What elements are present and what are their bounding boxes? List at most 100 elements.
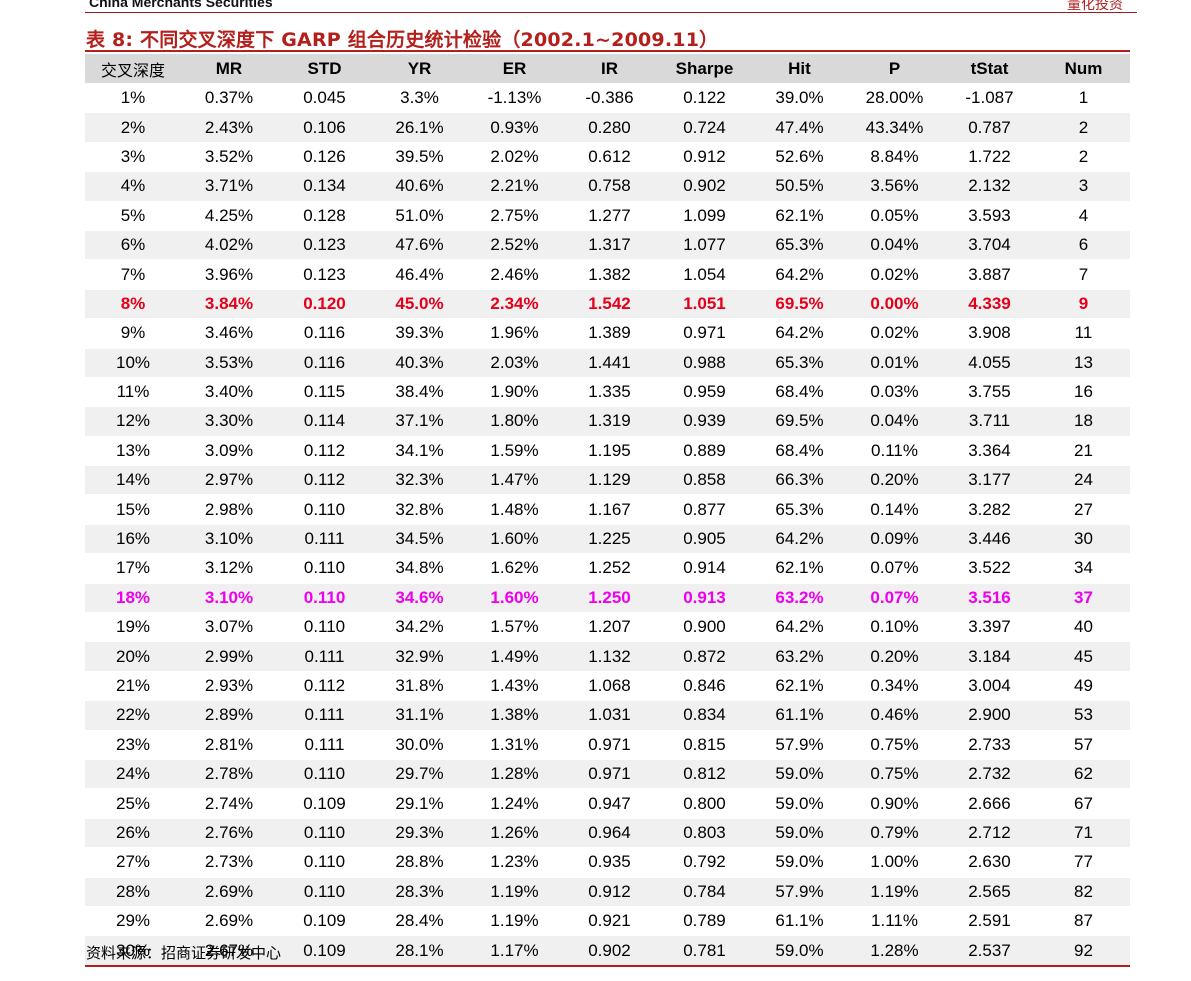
table-cell: 1.542 (562, 288, 657, 319)
table-cell: 28.3% (372, 876, 467, 907)
table-cell: 16% (85, 523, 181, 554)
table-cell: 43.34% (847, 112, 942, 143)
table-cell: 0.889 (657, 435, 752, 466)
table-cell: 0.111 (277, 523, 372, 554)
table-cell: 1.317 (562, 229, 657, 260)
table-cell: 45.0% (372, 288, 467, 319)
table-cell: 0.10% (847, 612, 942, 642)
table-cell: 14% (85, 465, 181, 495)
table-cell: 13 (1037, 347, 1130, 378)
table-cell: 71 (1037, 817, 1130, 848)
table-cell: 11 (1037, 318, 1130, 349)
table-cell: 2.43% (181, 112, 277, 143)
table-cell: 40.3% (372, 347, 467, 378)
table-cell: 2.89% (181, 700, 277, 731)
table-cell: 1.167 (562, 494, 657, 525)
table-cell: 2 (1037, 112, 1130, 143)
table-cell: 57.9% (752, 876, 847, 907)
table-row: 29% 2.69% 0.109 28.4% 1.19% 0.921 0.789 61.1% 1.… (85, 905, 1130, 936)
table-cell: 1.250 (562, 582, 657, 613)
table-cell: 4.339 (942, 288, 1037, 319)
table-row: 6% 4.02% 0.123 47.6% 2.52% 1.317 1.077 65.3% 0.0… (85, 229, 1130, 260)
table-row: 8% 3.84% 0.120 45.0% 2.34% 1.542 1.051 69.5% 0.0… (85, 288, 1130, 319)
table-cell: 8.84% (847, 141, 942, 172)
table-row: 13% 3.09% 0.112 34.1% 1.59% 1.195 0.889 68.4% 0.… (85, 435, 1130, 466)
table-cell: 64.2% (752, 259, 847, 290)
table-cell: 53 (1037, 700, 1130, 731)
table-cell: 1.319 (562, 406, 657, 437)
table-cell: 28% (85, 876, 181, 907)
table-cell: 5% (85, 200, 181, 231)
table-cell: 61.1% (752, 700, 847, 731)
table-row: 30% 2.67% 0.109 28.1% 1.17% 0.902 0.781 59.0% 1.… (85, 935, 1130, 966)
table-cell: 2.98% (181, 494, 277, 525)
table-row: 27% 2.73% 0.110 28.8% 1.23% 0.935 0.792 59.0% 1.… (85, 847, 1130, 878)
table-cell: 2.34% (467, 288, 562, 319)
table-cell: 21% (85, 670, 181, 701)
table-cell: 1.068 (562, 670, 657, 701)
table-cell: 2.630 (942, 847, 1037, 878)
table-cell: 1.129 (562, 465, 657, 495)
table-cell: 2.67% (181, 935, 277, 966)
table-cell: 37.1% (372, 406, 467, 437)
table-cell: 0.75% (847, 729, 942, 760)
table-cell: 0.112 (277, 465, 372, 495)
table-cell: 24 (1037, 465, 1130, 495)
table-cell: 57.9% (752, 729, 847, 760)
table-cell: 3.711 (942, 406, 1037, 437)
table-cell: 2.52% (467, 229, 562, 260)
table-cell: 34.1% (372, 435, 467, 466)
table-cell: 0.114 (277, 406, 372, 437)
company-name: China Merchants Securities (89, 0, 273, 10)
table-cell: 52.6% (752, 141, 847, 172)
table-cell: 11% (85, 376, 181, 407)
table-cell: 32.9% (372, 641, 467, 672)
table-cell: 3.446 (942, 523, 1037, 554)
column-header: tStat (942, 54, 1037, 84)
table-cell: 0.109 (277, 905, 372, 936)
table-row: 23% 2.81% 0.111 30.0% 1.31% 0.971 0.815 57.9% 0.… (85, 729, 1130, 760)
table-cell: 37 (1037, 582, 1130, 613)
table-cell: 0.971 (562, 729, 657, 760)
table-cell: 1.099 (657, 200, 752, 231)
table-cell: 1.43% (467, 670, 562, 701)
column-header: 交叉深度 (85, 54, 181, 84)
table-row: 18% 3.10% 0.110 34.6% 1.60% 1.250 0.913 63.2% 0.… (85, 582, 1130, 613)
table-cell: 0.93% (467, 112, 562, 143)
table-cell: 3 (1037, 171, 1130, 202)
table-cell: 40 (1037, 612, 1130, 642)
table-cell: 0.115 (277, 376, 372, 407)
table-row: 3% 3.52% 0.126 39.5% 2.02% 0.612 0.912 52.6% 8.8… (85, 141, 1130, 172)
table-cell: 7% (85, 259, 181, 290)
table-cell: 65.3% (752, 494, 847, 525)
table-cell: 0.872 (657, 641, 752, 672)
table-cell: 0.111 (277, 729, 372, 760)
table-cell: 38.4% (372, 376, 467, 407)
table-cell: 0.110 (277, 612, 372, 642)
table-cell: 1 (1037, 82, 1130, 113)
table-cell: 0.792 (657, 847, 752, 878)
table-cell: 0.902 (562, 935, 657, 966)
table-cell: 21 (1037, 435, 1130, 466)
table-cell: 64.2% (752, 612, 847, 642)
column-header: Sharpe (657, 54, 752, 84)
column-header: Num (1037, 54, 1130, 84)
table-row: 14% 2.97% 0.112 32.3% 1.47% 1.129 0.858 66.3% 0.… (85, 465, 1130, 495)
table-cell: 1% (85, 82, 181, 113)
table-cell: 29% (85, 905, 181, 936)
table-cell: 3.84% (181, 288, 277, 319)
table-cell: 2.78% (181, 758, 277, 789)
table-cell: 26.1% (372, 112, 467, 143)
table-cell: 61.1% (752, 905, 847, 936)
table-row: 19% 3.07% 0.110 34.2% 1.57% 1.207 0.900 64.2% 0.… (85, 612, 1130, 642)
table-cell: 27% (85, 847, 181, 878)
table-cell: 0.959 (657, 376, 752, 407)
table-cell: 3.755 (942, 376, 1037, 407)
table-cell: 82 (1037, 876, 1130, 907)
table-cell: 0.00% (847, 288, 942, 319)
table-cell: 47.4% (752, 112, 847, 143)
table-cell: 30.0% (372, 729, 467, 760)
table-cell: 1.24% (467, 788, 562, 819)
table-cell: 28.1% (372, 935, 467, 966)
table-cell: 0.79% (847, 817, 942, 848)
